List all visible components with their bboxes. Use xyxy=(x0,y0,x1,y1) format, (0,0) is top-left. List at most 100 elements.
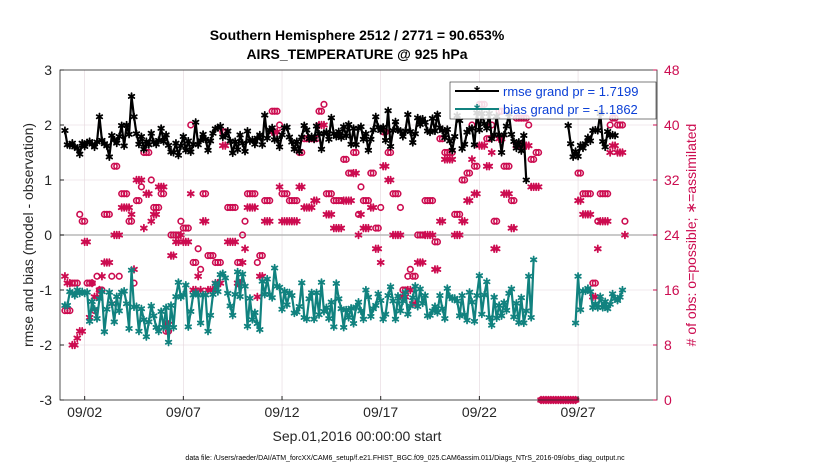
assimilated-point-stroke xyxy=(618,149,627,156)
rmse-point-stroke xyxy=(258,142,266,148)
rmse-point xyxy=(103,141,111,151)
rmse-point-stroke xyxy=(120,143,128,149)
rmse-point-stroke xyxy=(594,127,602,134)
rmse-point-stroke xyxy=(194,142,202,148)
assimilated-point xyxy=(251,203,259,212)
rmse-point xyxy=(137,132,146,141)
bias-point-stroke xyxy=(443,285,451,291)
rmse-point xyxy=(433,110,442,119)
assimilated-point xyxy=(88,278,96,288)
rmse-point xyxy=(367,135,375,144)
bias-point-stroke xyxy=(201,292,210,298)
possible-point xyxy=(372,224,380,232)
rmse-point-stroke xyxy=(113,140,121,146)
rmse-point-stroke xyxy=(201,136,210,142)
bias-point-stroke xyxy=(108,301,116,307)
assimilated-point xyxy=(78,326,87,336)
rmse-point-stroke xyxy=(377,127,385,134)
bias-point-stroke xyxy=(409,295,417,301)
bias-point-stroke xyxy=(468,299,476,305)
rmse-point xyxy=(502,122,511,131)
bias-point-stroke xyxy=(246,295,254,301)
assimilated-point-stroke xyxy=(492,246,501,252)
rmse-point xyxy=(201,135,210,144)
assimilated-point xyxy=(468,155,476,164)
rmse-point xyxy=(206,136,215,146)
rmse-point xyxy=(159,137,168,146)
rmse-point xyxy=(428,114,437,123)
assimilated-point-stroke xyxy=(105,259,114,266)
rmse-point-stroke xyxy=(105,154,114,160)
bias-point xyxy=(312,288,321,297)
bias-point xyxy=(507,284,516,294)
rmse-point xyxy=(76,150,84,159)
possible-point xyxy=(145,148,153,157)
assimilated-point xyxy=(238,258,247,267)
assimilated-point-stroke xyxy=(61,273,69,279)
bias-point xyxy=(115,306,123,316)
possible-point xyxy=(618,121,627,129)
assimilated-point-stroke xyxy=(169,253,178,259)
assimilated-point xyxy=(70,340,79,350)
bias-point-stroke xyxy=(288,292,296,299)
possible-point xyxy=(182,224,190,232)
assimilated-point xyxy=(618,148,627,157)
bias-point xyxy=(436,291,444,300)
rmse-point-stroke xyxy=(500,132,508,138)
bias-point xyxy=(150,311,158,320)
bias-point-stroke xyxy=(174,279,183,285)
assimilated-point-stroke xyxy=(606,149,614,156)
x-axis: 09/02 09/07 09/12 09/17 09/22 09/27 xyxy=(67,396,596,420)
rmse-point xyxy=(273,135,281,144)
possible-point xyxy=(409,272,417,280)
assimilated-point-stroke xyxy=(152,211,161,217)
x-tick-label-5: 09/27 xyxy=(561,404,596,420)
assimilated-point xyxy=(576,196,585,205)
assimilated-point-stroke xyxy=(98,273,106,279)
assimilated-point xyxy=(460,216,469,226)
bias-point-stroke xyxy=(379,316,387,322)
bias-point xyxy=(470,317,479,326)
rmse-point xyxy=(325,135,333,144)
bias-point-stroke xyxy=(465,289,474,295)
assimilated-point-stroke xyxy=(448,156,457,162)
assimilated-point-stroke xyxy=(307,204,316,211)
possible-point xyxy=(465,169,474,177)
rmse-point-stroke xyxy=(581,141,590,147)
rmse-point-stroke xyxy=(404,112,412,118)
assimilated-point-stroke xyxy=(534,184,543,190)
bias-point-stroke xyxy=(135,328,143,334)
bias-point-stroke xyxy=(386,284,395,290)
possible-point xyxy=(507,197,516,205)
rmse-point-stroke xyxy=(130,114,138,120)
rmse-point-stroke xyxy=(325,136,333,142)
series-bias xyxy=(61,255,627,347)
bias-point-stroke xyxy=(342,307,350,313)
possible-point xyxy=(216,258,224,267)
bias-point xyxy=(340,323,348,332)
bias-point xyxy=(182,280,190,290)
bias-point-stroke xyxy=(150,313,158,319)
bias-point-stroke xyxy=(389,298,397,304)
bias-point xyxy=(404,310,412,319)
rmse-point xyxy=(293,137,301,146)
bias-point xyxy=(226,301,234,311)
possible-point xyxy=(231,203,239,212)
rmse-point xyxy=(337,133,345,142)
assimilated-point-stroke xyxy=(231,239,239,245)
rmse-point xyxy=(236,130,244,140)
assimilated-point xyxy=(320,120,328,130)
rmse-point xyxy=(446,136,454,146)
rmse-point-stroke xyxy=(332,134,340,140)
bias-point-stroke xyxy=(525,273,533,279)
rmse-point-stroke xyxy=(152,141,160,147)
bias-point-stroke xyxy=(115,308,123,314)
rmse-point-stroke xyxy=(317,146,326,152)
bias-point-stroke xyxy=(483,279,491,285)
assimilated-point xyxy=(347,196,355,205)
bias-point xyxy=(460,310,469,319)
bias-point xyxy=(359,315,368,324)
rmse-point-stroke xyxy=(192,119,200,125)
assimilated-point xyxy=(586,210,595,219)
rmse-point-stroke xyxy=(364,147,373,153)
